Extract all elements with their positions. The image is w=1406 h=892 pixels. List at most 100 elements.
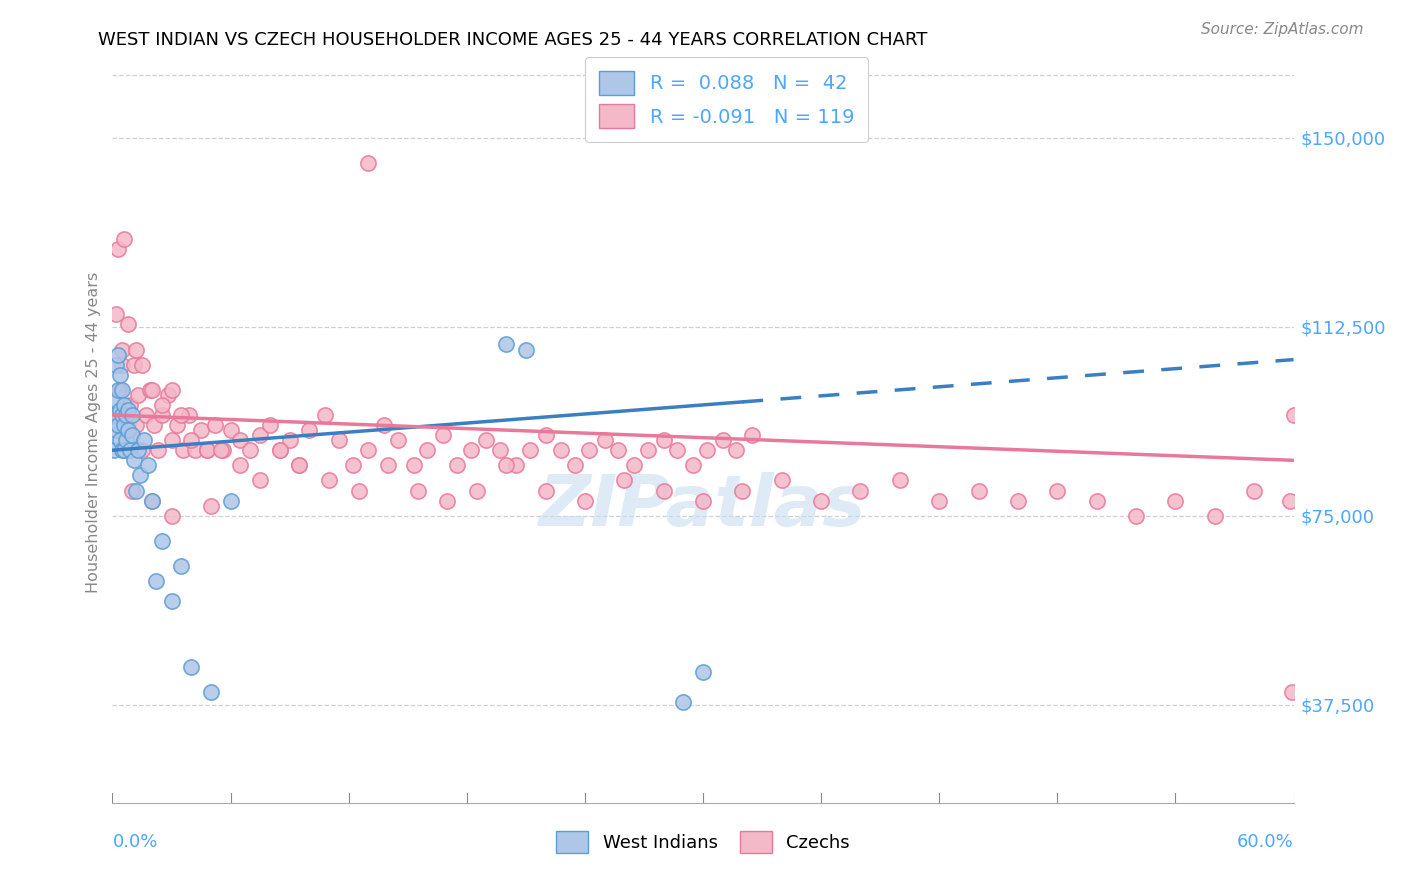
- Point: [249, 428, 271, 442]
- Point: [180, 660, 202, 674]
- Point: [132, 433, 155, 447]
- Point: [110, 368, 132, 382]
- Point: [288, 458, 311, 473]
- Text: WEST INDIAN VS CZECH HOUSEHOLDER INCOME AGES 25 - 44 YEARS CORRELATION CHART: WEST INDIAN VS CZECH HOUSEHOLDER INCOME …: [98, 31, 928, 49]
- Point: [170, 559, 193, 574]
- Point: [489, 443, 512, 458]
- Point: [136, 458, 159, 473]
- Point: [117, 418, 139, 433]
- Point: [607, 443, 630, 458]
- Point: [127, 443, 149, 458]
- Point: [1046, 483, 1069, 498]
- Point: [967, 483, 990, 498]
- Point: [692, 493, 714, 508]
- Point: [810, 493, 832, 508]
- Point: [172, 443, 194, 458]
- Point: [103, 443, 125, 458]
- Point: [117, 318, 139, 332]
- Point: [696, 443, 718, 458]
- Point: [121, 428, 143, 442]
- Point: [190, 423, 212, 437]
- Point: [110, 403, 132, 417]
- Point: [121, 408, 143, 422]
- Point: [1282, 408, 1305, 422]
- Point: [550, 443, 572, 458]
- Point: [127, 388, 149, 402]
- Point: [406, 483, 429, 498]
- Point: [219, 493, 242, 508]
- Point: [711, 433, 734, 447]
- Point: [373, 418, 395, 433]
- Point: [125, 418, 148, 433]
- Point: [156, 388, 179, 402]
- Text: 60.0%: 60.0%: [1237, 833, 1294, 851]
- Point: [111, 383, 134, 397]
- Point: [145, 574, 167, 589]
- Point: [112, 443, 135, 458]
- Point: [314, 408, 336, 422]
- Point: [249, 474, 271, 488]
- Point: [125, 343, 148, 357]
- Point: [184, 443, 207, 458]
- Point: [131, 358, 153, 372]
- Point: [150, 408, 173, 422]
- Point: [121, 428, 143, 442]
- Point: [613, 474, 636, 488]
- Point: [534, 483, 557, 498]
- Point: [141, 493, 163, 508]
- Point: [107, 347, 129, 361]
- Point: [103, 408, 125, 422]
- Point: [519, 443, 541, 458]
- Point: [475, 433, 498, 447]
- Point: [105, 358, 128, 372]
- Point: [692, 665, 714, 679]
- Point: [111, 423, 134, 437]
- Point: [120, 398, 142, 412]
- Point: [200, 499, 222, 513]
- Point: [1085, 493, 1108, 508]
- Point: [515, 343, 537, 357]
- Point: [110, 433, 132, 447]
- Point: [574, 493, 596, 508]
- Point: [122, 358, 145, 372]
- Text: ZIPatlas: ZIPatlas: [540, 472, 866, 541]
- Point: [318, 474, 340, 488]
- Point: [1281, 685, 1303, 699]
- Point: [110, 383, 132, 397]
- Point: [637, 443, 659, 458]
- Point: [672, 695, 695, 709]
- Point: [460, 443, 482, 458]
- Point: [436, 493, 458, 508]
- Point: [195, 443, 218, 458]
- Point: [770, 474, 793, 488]
- Point: [146, 443, 169, 458]
- Point: [141, 383, 163, 397]
- Point: [150, 398, 173, 412]
- Point: [195, 443, 218, 458]
- Point: [357, 443, 380, 458]
- Point: [112, 443, 135, 458]
- Point: [107, 408, 129, 422]
- Point: [1278, 493, 1301, 508]
- Point: [112, 232, 135, 246]
- Point: [652, 433, 675, 447]
- Point: [160, 508, 183, 523]
- Point: [652, 483, 675, 498]
- Point: [122, 453, 145, 467]
- Point: [219, 423, 242, 437]
- Point: [105, 307, 128, 321]
- Point: [387, 433, 409, 447]
- Point: [135, 408, 157, 422]
- Point: [889, 474, 911, 488]
- Point: [1007, 493, 1029, 508]
- Point: [416, 443, 439, 458]
- Point: [115, 433, 138, 447]
- Point: [278, 433, 301, 447]
- Point: [179, 408, 201, 422]
- Point: [160, 383, 183, 397]
- Point: [623, 458, 645, 473]
- Text: 0.0%: 0.0%: [112, 833, 157, 851]
- Point: [111, 358, 134, 372]
- Point: [160, 594, 183, 608]
- Point: [229, 433, 252, 447]
